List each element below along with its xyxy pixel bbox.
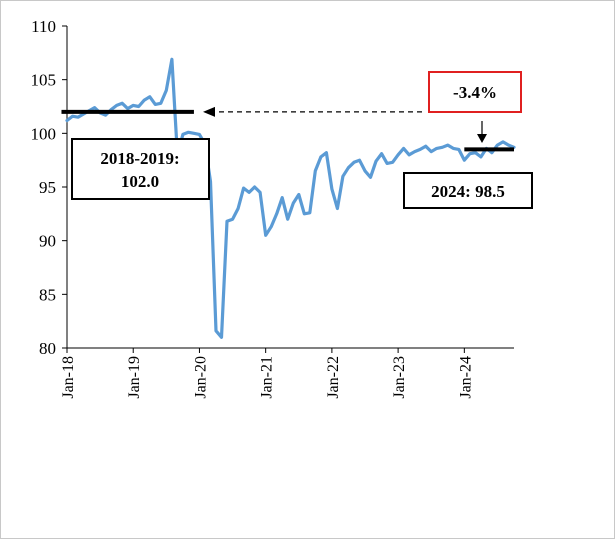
x-tick-label: Jan-20 [192, 356, 209, 399]
benchmark-label-line1: 2018-2019: [100, 149, 179, 168]
x-tick-label: Jan-23 [391, 356, 408, 399]
y-tick-label: 105 [31, 71, 57, 90]
y-tick-label: 95 [39, 178, 56, 197]
value-2024-label-box [403, 172, 533, 209]
x-tick-label: Jan-21 [259, 356, 276, 399]
value-2024-label-text: 2024: 98.5 [431, 182, 505, 201]
x-tick-label: Jan-18 [60, 356, 77, 399]
change-label-box [428, 71, 522, 113]
benchmark-label-box [71, 138, 210, 200]
y-tick-label: 80 [39, 339, 56, 358]
change-label-text: -3.4% [453, 83, 497, 102]
x-tick-label: Jan-19 [126, 356, 143, 399]
series-line [65, 57, 516, 339]
x-tick-label: Jan-22 [325, 356, 342, 399]
y-tick-label: 100 [31, 124, 57, 143]
annotations: -3.4% 2018-2019: 102.0 2024: 98.5 [61, 71, 533, 209]
series-line-group [65, 57, 516, 339]
change-arrow-head [477, 134, 487, 143]
benchmark-label-line2: 102.0 [121, 172, 159, 191]
y-tick-label: 110 [31, 17, 56, 36]
y-tick-label: 90 [39, 232, 56, 251]
x-axis-ticks: Jan-18 Jan-19 Jan-20 Jan-21 Jan-22 Jan-23 Jan-… [60, 348, 474, 399]
y-axis-ticks: 80 85 90 95 100 105 110 [31, 17, 67, 358]
dashed-arrow-head [203, 106, 215, 117]
y-tick-label: 85 [39, 285, 56, 304]
x-tick-label: Jan-24 [457, 356, 474, 399]
